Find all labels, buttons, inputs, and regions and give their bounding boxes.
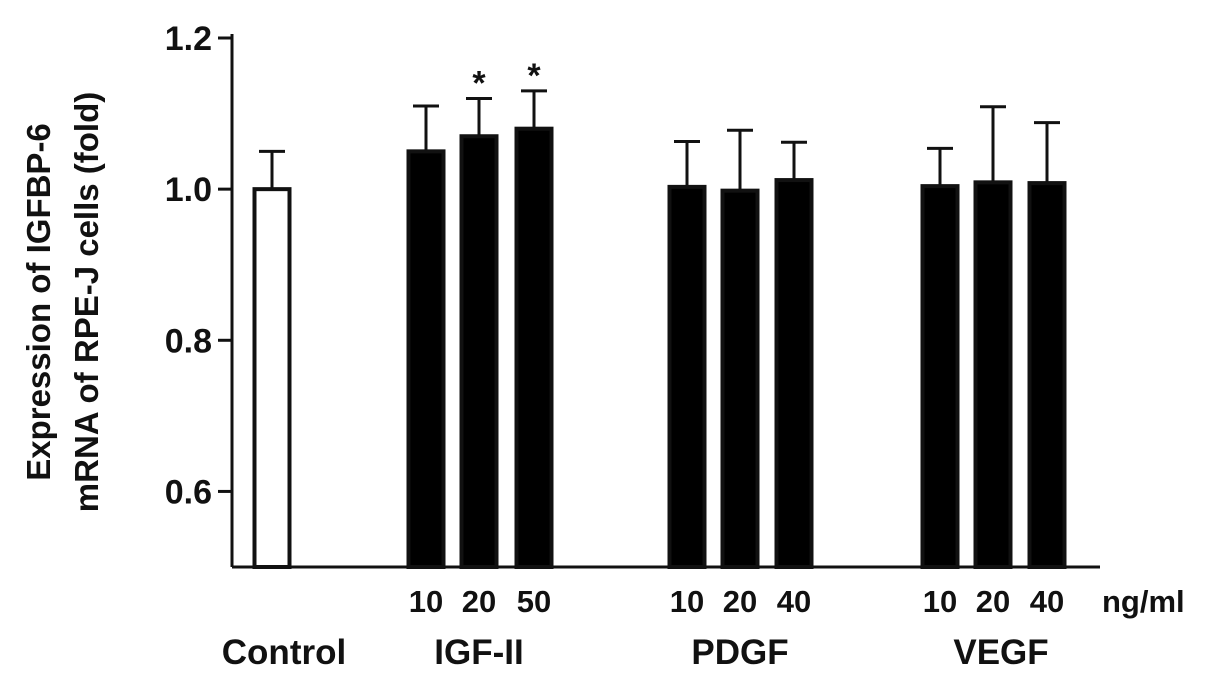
x-axis-labels: Control 10 20 50 IGF-II 10 20 40 PDGF 10 20 40 VEGF n… xyxy=(222,584,1185,672)
dose-label: 40 xyxy=(1030,584,1064,619)
axes: 0.6 0.8 1.0 1.2 xyxy=(165,20,1100,569)
bar xyxy=(920,184,960,569)
dose-label: 50 xyxy=(517,584,551,619)
bars: * * xyxy=(252,57,1067,570)
bar xyxy=(973,180,1013,569)
y-tick-label: 1.0 xyxy=(165,171,212,209)
group-label: PDGF xyxy=(691,633,788,672)
significance-star: * xyxy=(527,57,541,95)
bar xyxy=(406,149,446,569)
group-label: IGF-II xyxy=(434,633,523,672)
y-tick-label: 0.6 xyxy=(165,473,212,511)
y-axis-title-line: mRNA of RPE-J cells (fold) xyxy=(68,92,105,512)
bar xyxy=(667,184,707,570)
bar xyxy=(1027,181,1067,569)
dose-label: 10 xyxy=(923,584,957,619)
bar xyxy=(459,134,499,569)
group-label: Control xyxy=(222,633,346,672)
y-tick-label: 1.2 xyxy=(165,20,212,58)
dose-label: 40 xyxy=(777,584,811,619)
bar xyxy=(720,188,760,569)
bar xyxy=(514,126,554,570)
y-axis-label: Expression of IGFBP-6 mRNA of RPE-J cells… xyxy=(20,92,105,512)
dose-label: 10 xyxy=(670,584,704,619)
significance-star: * xyxy=(472,64,486,102)
y-axis-title: Expression of IGFBP-6 mRNA of RPE-J cells… xyxy=(20,92,105,512)
y-axis-title-line: Expression of IGFBP-6 xyxy=(20,123,57,481)
dose-label: 20 xyxy=(723,584,757,619)
y-tick-label: 0.8 xyxy=(165,322,212,360)
bar xyxy=(252,187,292,569)
unit-label: ng/ml xyxy=(1102,584,1185,619)
bar xyxy=(774,178,814,569)
dose-label: 10 xyxy=(409,584,443,619)
group-label: VEGF xyxy=(953,633,1048,672)
dose-label: 20 xyxy=(462,584,496,619)
dose-label: 20 xyxy=(976,584,1010,619)
